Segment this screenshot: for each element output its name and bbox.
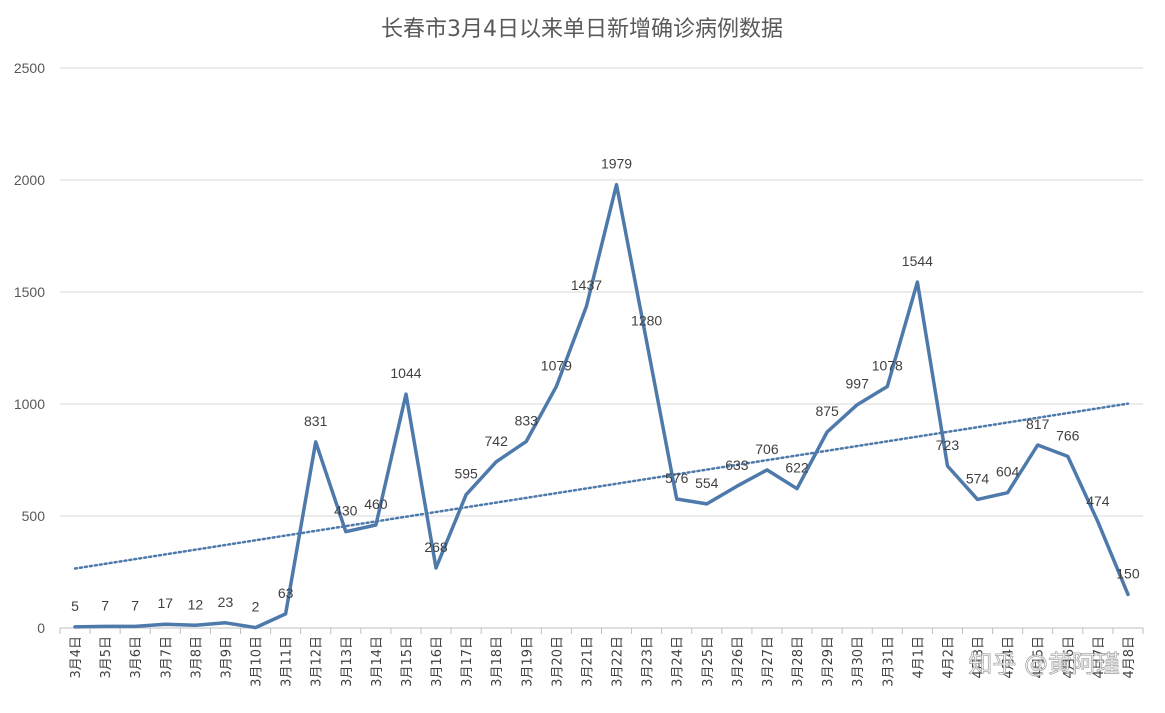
x-tick-label: 3月10日 bbox=[250, 636, 265, 687]
x-tick-label: 3月31日 bbox=[881, 636, 896, 687]
x-tick-label: 3月13日 bbox=[340, 636, 355, 687]
y-tick-label: 2500 bbox=[14, 60, 45, 76]
data-label: 2 bbox=[252, 599, 260, 615]
x-tick-label: 4月6日 bbox=[1062, 636, 1077, 679]
data-label: 1078 bbox=[872, 358, 903, 374]
y-tick-label: 2000 bbox=[14, 172, 45, 188]
data-label: 268 bbox=[424, 539, 448, 555]
data-label: 833 bbox=[515, 412, 539, 428]
data-label: 595 bbox=[454, 466, 478, 482]
data-label: 723 bbox=[936, 437, 960, 453]
x-axis: 3月4日 3月5日 3月6日 3月7日 3月8日 3月9日 3月10日 3月11日 3月12日 3… bbox=[59, 628, 1144, 687]
x-tick-label: 4月1日 bbox=[911, 636, 926, 679]
data-label: 554 bbox=[695, 475, 719, 491]
data-label: 1280 bbox=[631, 312, 662, 328]
x-tick-label: 4月7日 bbox=[1092, 636, 1107, 679]
data-label: 622 bbox=[785, 460, 809, 476]
trendline-line bbox=[73, 402, 1130, 570]
y-tick-label: 1000 bbox=[14, 396, 45, 412]
data-label: 766 bbox=[1056, 427, 1080, 443]
watermark-text: 知乎 @黄阿瑾 bbox=[968, 650, 1120, 678]
x-tick-label: 3月18日 bbox=[490, 636, 505, 687]
x-tick-label: 3月26日 bbox=[731, 636, 746, 687]
data-label: 1979 bbox=[601, 156, 632, 172]
x-tick-label: 3月6日 bbox=[129, 636, 144, 679]
data-label: 7 bbox=[131, 597, 139, 613]
data-label: 430 bbox=[334, 503, 358, 519]
gridlines bbox=[60, 67, 1143, 629]
data-label: 633 bbox=[725, 457, 749, 473]
x-tick-label: 3月29日 bbox=[821, 636, 836, 687]
x-tick-label: 3月28日 bbox=[791, 636, 806, 687]
data-label: 12 bbox=[188, 596, 204, 612]
x-tick-label: 3月12日 bbox=[310, 636, 325, 687]
data-label: 875 bbox=[815, 403, 839, 419]
data-label: 17 bbox=[158, 595, 174, 611]
x-tick-label: 3月8日 bbox=[189, 636, 204, 679]
data-label: 1544 bbox=[902, 253, 933, 269]
y-tick-label: 500 bbox=[22, 508, 46, 524]
chart-title: 长春市3月4日以来单日新增确诊病例数据 bbox=[381, 17, 783, 42]
y-axis: 0 500 1000 1500 2000 2500 bbox=[14, 60, 45, 636]
x-tick-label: 3月21日 bbox=[580, 636, 595, 687]
x-tick-label: 4月8日 bbox=[1122, 636, 1137, 679]
x-tick-label: 3月22日 bbox=[611, 636, 626, 687]
data-label: 997 bbox=[846, 376, 870, 392]
x-tick-label: 3月11日 bbox=[280, 636, 295, 687]
x-tick-label: 4月4日 bbox=[1002, 636, 1017, 679]
data-label: 817 bbox=[1026, 416, 1050, 432]
data-label: 706 bbox=[755, 441, 779, 457]
data-label: 460 bbox=[364, 496, 388, 512]
data-label: 1044 bbox=[390, 365, 421, 381]
x-tick-label: 3月23日 bbox=[641, 636, 656, 687]
data-label: 23 bbox=[218, 594, 234, 610]
data-label: 150 bbox=[1116, 565, 1140, 581]
data-labels: 5 7 7 17 12 23 2 63 831 430 460 1044 268 595 742 833 107… bbox=[71, 156, 1140, 615]
data-label: 1437 bbox=[571, 277, 602, 293]
x-tick-label: 3月16日 bbox=[430, 636, 445, 687]
data-label: 604 bbox=[996, 464, 1020, 480]
x-tick-label: 3月25日 bbox=[701, 636, 716, 687]
x-tick-label: 3月15日 bbox=[400, 636, 415, 687]
trendline bbox=[73, 402, 1130, 570]
data-label: 574 bbox=[966, 470, 990, 486]
x-tick-label: 3月19日 bbox=[520, 636, 535, 687]
x-tick-label: 3月20日 bbox=[550, 636, 565, 687]
x-tick-label: 3月30日 bbox=[851, 636, 866, 687]
data-label: 7 bbox=[101, 597, 109, 613]
x-tick-label: 3月27日 bbox=[761, 636, 776, 687]
x-tick-label: 3月24日 bbox=[671, 636, 686, 687]
x-tick-label: 4月5日 bbox=[1032, 636, 1047, 679]
x-tick-label: 3月14日 bbox=[370, 636, 385, 687]
data-label: 576 bbox=[665, 470, 689, 486]
y-tick-label: 0 bbox=[37, 620, 45, 636]
x-tick-label: 3月9日 bbox=[219, 636, 234, 679]
x-tick-label: 3月4日 bbox=[69, 636, 84, 679]
data-label: 742 bbox=[485, 433, 509, 449]
data-label: 831 bbox=[304, 413, 328, 429]
series-line bbox=[73, 182, 1130, 630]
x-tick-label: 3月5日 bbox=[99, 636, 114, 679]
series-polyline bbox=[73, 182, 1130, 630]
x-tick-label: 3月17日 bbox=[460, 636, 475, 687]
data-label: 474 bbox=[1086, 493, 1110, 509]
data-label: 63 bbox=[278, 585, 294, 601]
x-tick-label: 3月7日 bbox=[159, 636, 174, 679]
data-label: 5 bbox=[71, 598, 79, 614]
data-label: 1079 bbox=[541, 357, 572, 373]
x-tick-label: 4月3日 bbox=[972, 636, 987, 679]
x-tick-label: 4月2日 bbox=[941, 636, 956, 679]
y-tick-label: 1500 bbox=[14, 284, 45, 300]
